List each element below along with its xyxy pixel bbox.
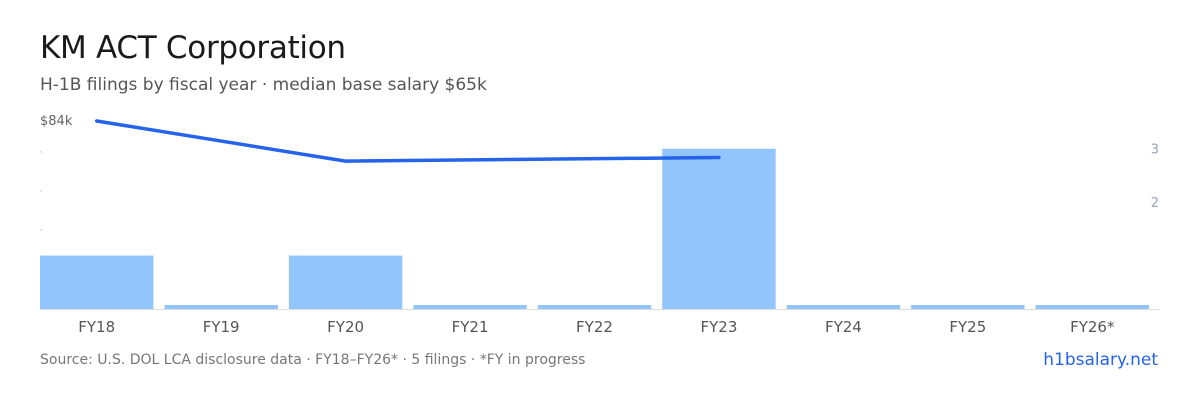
x-tick-label: FY19 [203, 318, 240, 336]
left-axis-minor-tick [40, 151, 42, 153]
right-axis-tick: 3 [1151, 143, 1159, 158]
x-tick-label: FY26* [1070, 318, 1115, 336]
x-tick-label: FY23 [700, 318, 737, 336]
x-tick-label: FY20 [327, 318, 364, 336]
brand-link[interactable]: h1bsalary.net [1043, 350, 1158, 370]
bar-fy19 [164, 305, 278, 309]
bar-fy20 [288, 255, 403, 309]
bar-fy22 [537, 305, 652, 309]
right-axis-tick: 2 [1151, 196, 1159, 211]
x-tick-label: FY18 [78, 318, 115, 336]
bar-fy24 [786, 305, 901, 309]
bar-fy25 [911, 305, 1025, 309]
left-axis-minor-tick [40, 190, 42, 192]
x-tick-label: FY21 [452, 318, 489, 336]
bar-fy18 [40, 255, 154, 309]
median-salary-line [94, 119, 721, 163]
left-axis-minor-tick [40, 229, 42, 231]
bar-fy21 [413, 305, 527, 309]
x-tick-label: FY22 [576, 318, 613, 336]
bar-fy26-partial [1035, 305, 1149, 309]
x-tick-label: FY25 [949, 318, 986, 336]
left-axis-tick: $84k [40, 114, 73, 129]
chart-title: KM ACT Corporation [40, 30, 346, 66]
source-note: Source: U.S. DOL LCA disclosure data · F… [40, 352, 586, 368]
x-tick-label: FY24 [825, 318, 862, 336]
chart-subtitle: H-1B filings by fiscal year · median bas… [40, 75, 487, 95]
bar-fy23 [662, 148, 776, 309]
